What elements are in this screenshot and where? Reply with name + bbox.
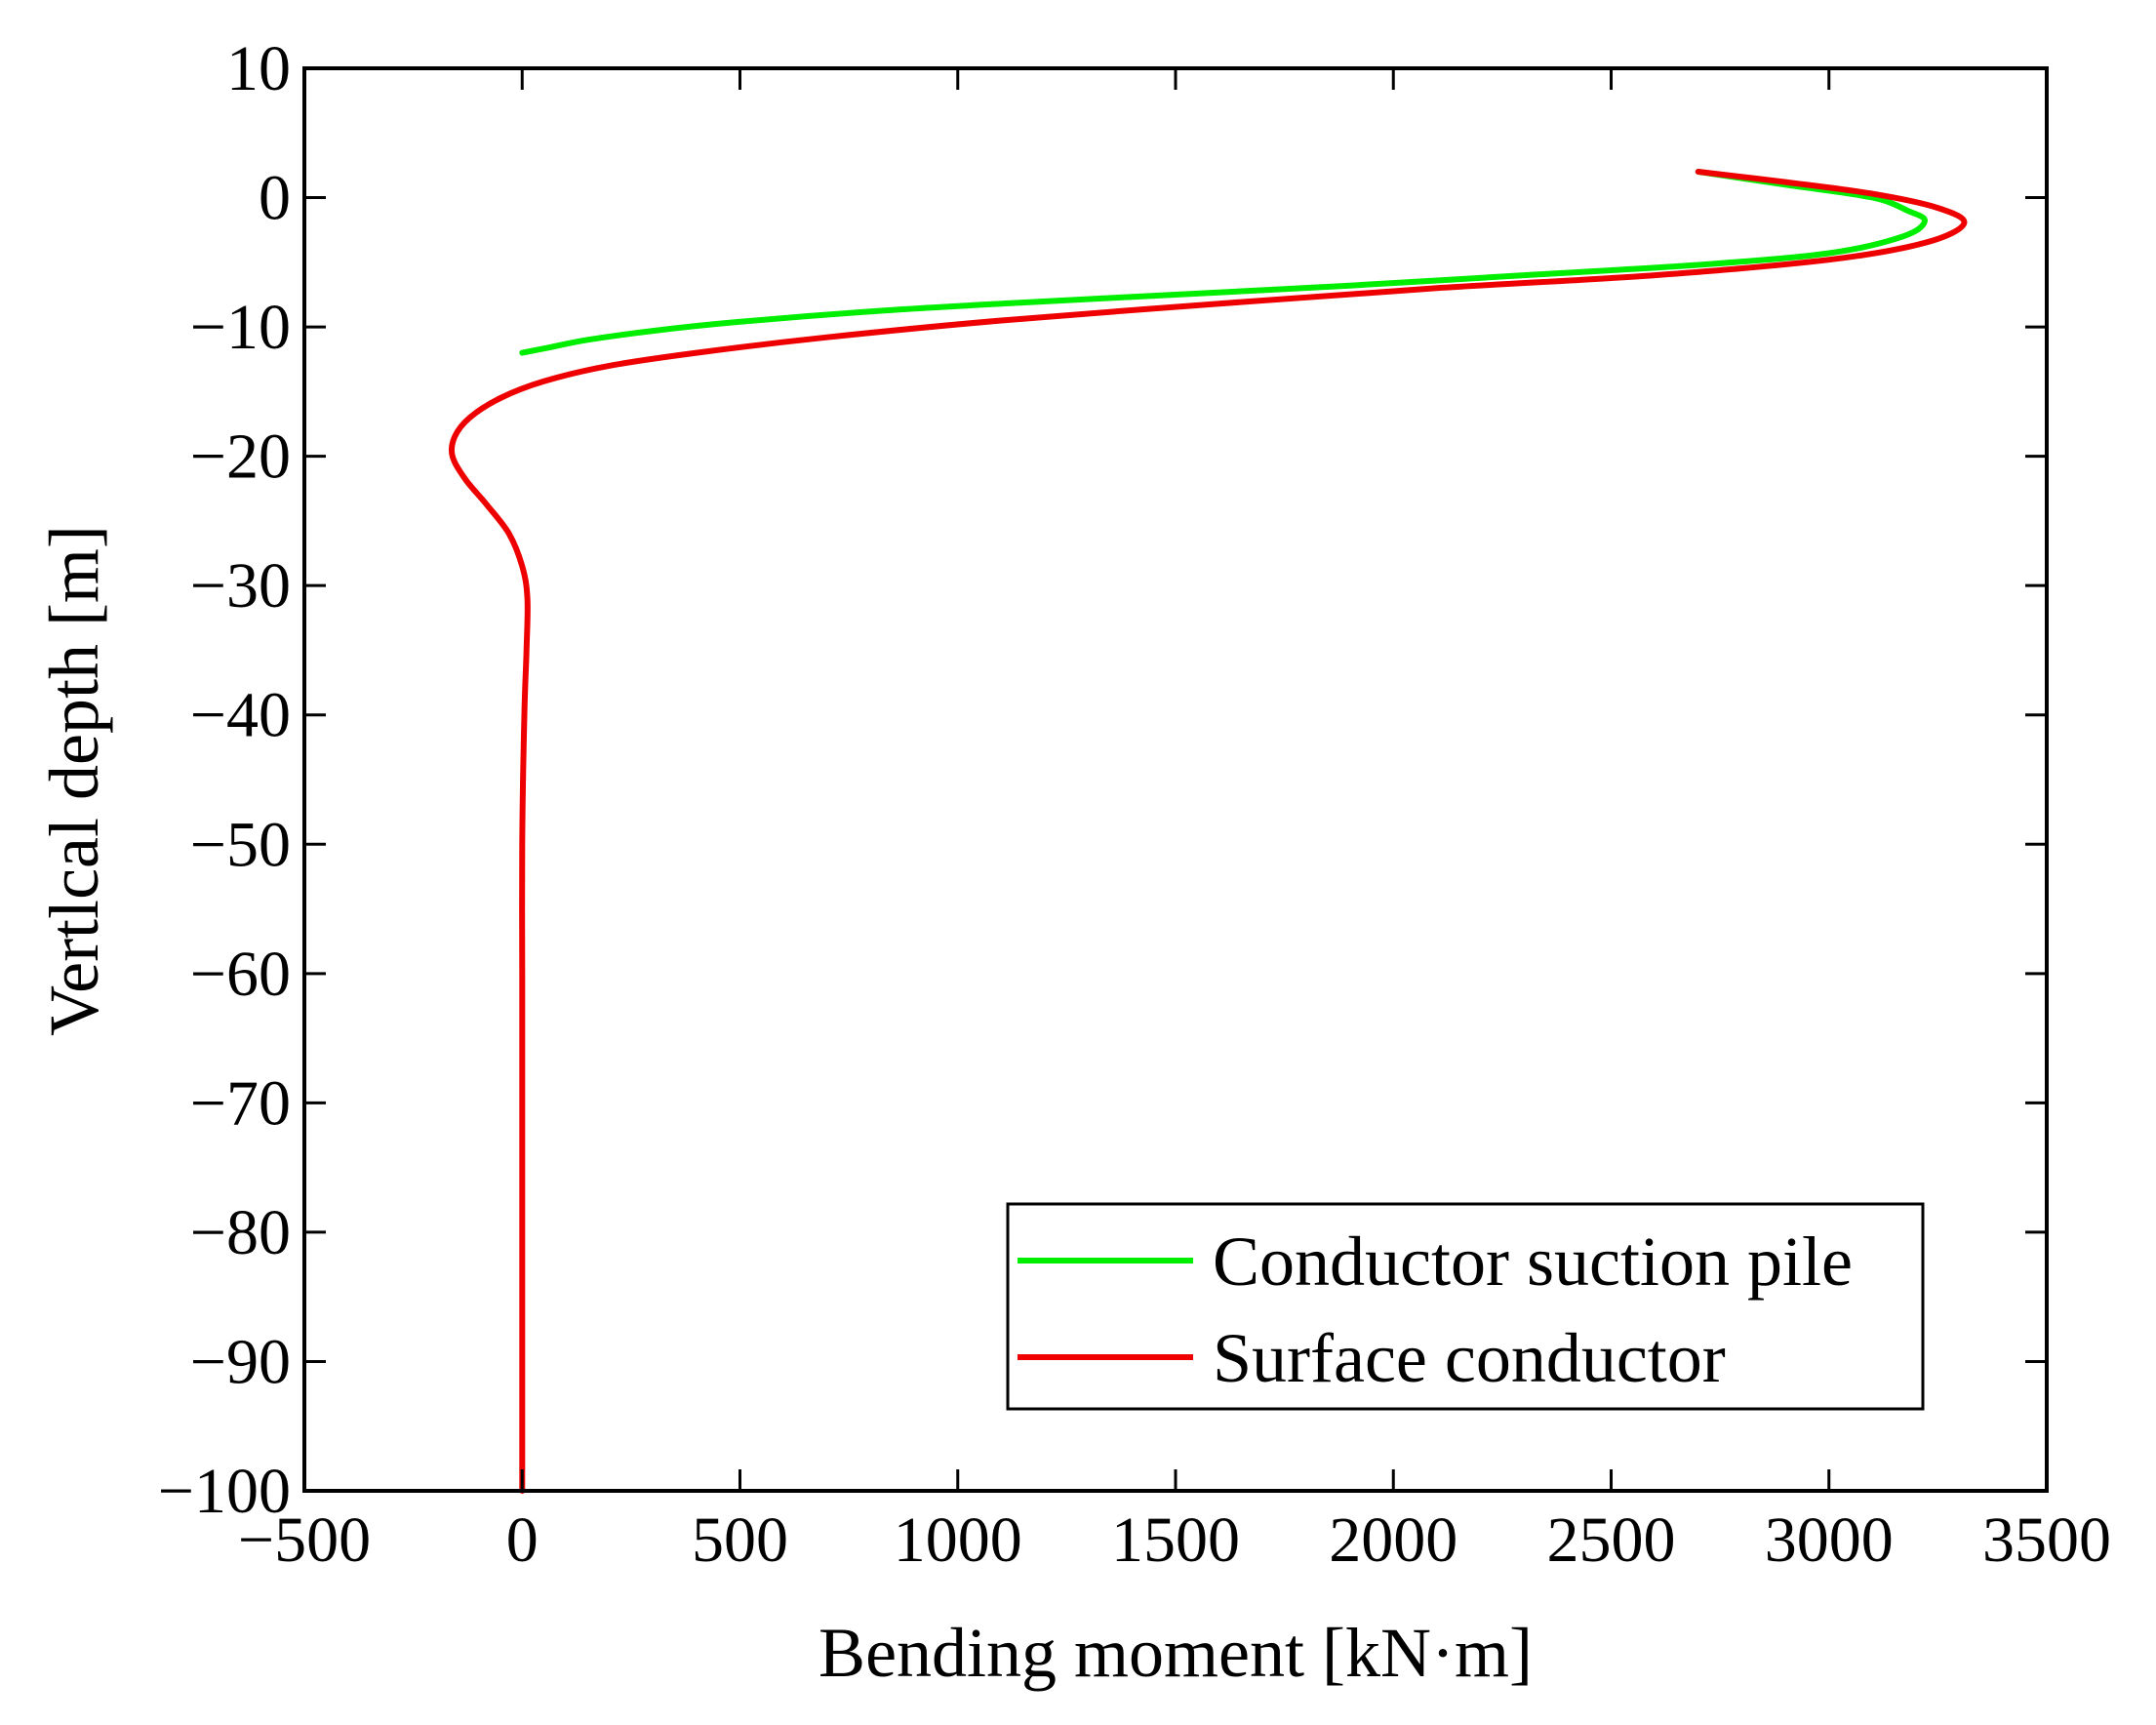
y-tick-label: −100 bbox=[158, 1456, 291, 1527]
series-line-surface-conductor bbox=[448, 169, 1968, 1494]
x-tick-label: 1000 bbox=[894, 1504, 1022, 1576]
legend: Conductor suction pile Surface conductor bbox=[1006, 1202, 1925, 1411]
y-tick-label: 10 bbox=[226, 33, 291, 104]
legend-label-conductor-suction-pile: Conductor suction pile bbox=[1213, 1223, 1853, 1301]
x-tick-label: 3500 bbox=[1982, 1504, 2111, 1576]
y-tick-label: −90 bbox=[190, 1326, 291, 1397]
x-tick-label: 2000 bbox=[1329, 1504, 1457, 1576]
legend-label-surface-conductor: Surface conductor bbox=[1213, 1319, 1726, 1397]
y-tick-label: −70 bbox=[190, 1067, 291, 1139]
y-tick-label: −80 bbox=[190, 1197, 291, 1268]
y-tick-label: −30 bbox=[190, 550, 291, 622]
y-tick-label: −10 bbox=[190, 292, 291, 363]
x-tick-label: 500 bbox=[692, 1504, 788, 1576]
y-axis-title: Vertlcal depth [m] bbox=[35, 525, 113, 1036]
x-tick-label: 1500 bbox=[1111, 1504, 1240, 1576]
y-tick-label: −50 bbox=[190, 809, 291, 880]
x-tick-label: 0 bbox=[506, 1504, 539, 1576]
x-tick-label: −500 bbox=[238, 1504, 371, 1576]
legend-box bbox=[1006, 1202, 1925, 1411]
x-tick-label: 3000 bbox=[1765, 1504, 1894, 1576]
plot-frame bbox=[302, 66, 2049, 1493]
tick-layer: −500 0 500 1000 1500 2000 2500 3000 3500 10 0 −10 −2… bbox=[158, 33, 2111, 1576]
y-tick-label: −60 bbox=[190, 939, 291, 1010]
y-tick-label: −20 bbox=[190, 421, 291, 493]
x-tick-label: 2500 bbox=[1547, 1504, 1676, 1576]
series-line-conductor-suction-pile bbox=[519, 169, 1928, 356]
y-tick-label: −40 bbox=[190, 680, 291, 751]
series-layer bbox=[448, 169, 1968, 1494]
x-axis-title: Bending moment [kN·m] bbox=[818, 1614, 1533, 1692]
y-tick-label: 0 bbox=[259, 163, 291, 234]
